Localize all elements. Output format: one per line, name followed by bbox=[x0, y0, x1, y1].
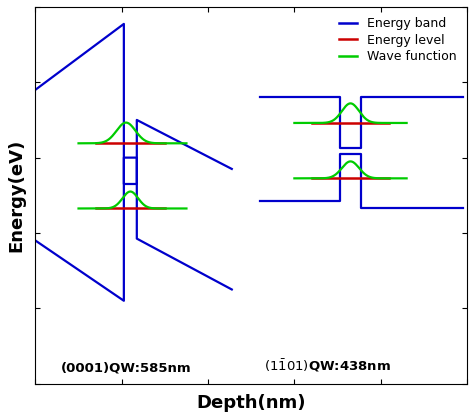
Text: $(1\bar{1}01)$QW:438nm: $(1\bar{1}01)$QW:438nm bbox=[264, 358, 391, 374]
Y-axis label: Energy(eV): Energy(eV) bbox=[7, 139, 25, 252]
X-axis label: Depth(nm): Depth(nm) bbox=[196, 394, 306, 412]
Text: (0001)QW:585nm: (0001)QW:585nm bbox=[61, 361, 192, 374]
Legend: Energy band, Energy level, Wave function: Energy band, Energy level, Wave function bbox=[335, 13, 461, 67]
